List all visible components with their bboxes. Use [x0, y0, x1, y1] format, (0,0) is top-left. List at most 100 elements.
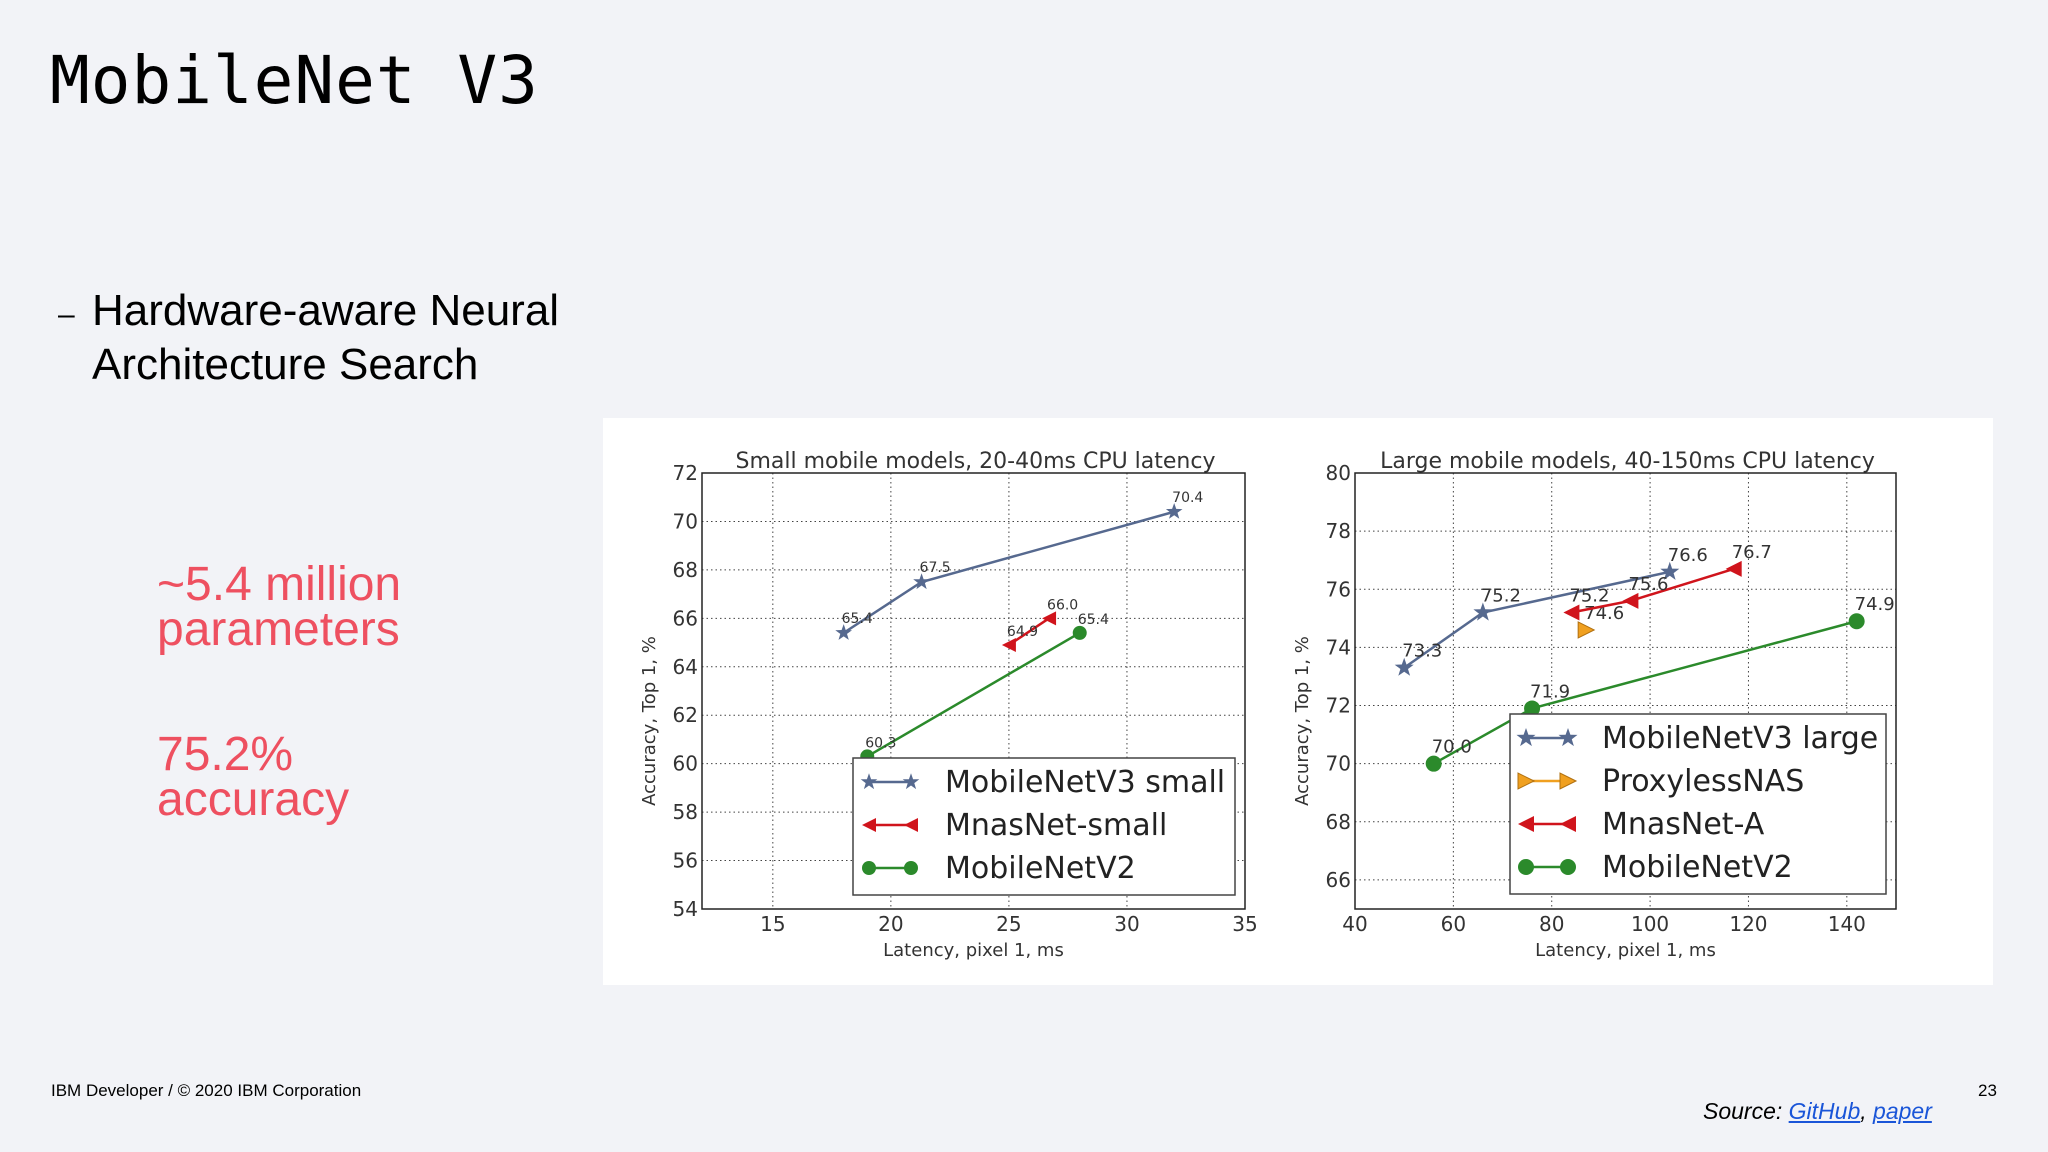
data-point: [1425, 755, 1442, 772]
y-tick-label: 70: [1326, 752, 1351, 776]
data-point: [1725, 560, 1742, 577]
source-prefix: Source:: [1703, 1098, 1789, 1124]
stat-accuracy: 75.2% accuracy: [157, 728, 349, 824]
y-tick-label: 68: [673, 558, 698, 582]
legend-marker: [904, 861, 918, 875]
legend-label: ProxylessNAS: [1602, 764, 1804, 799]
data-point: [1394, 657, 1414, 676]
x-tick-label: 35: [1232, 912, 1257, 936]
charts-svg: 15 20 25 30 35 54 56 58 60 62 64 66 68 70 72 Small mobi…: [639, 449, 1897, 961]
data-label: 76.7: [1732, 542, 1772, 563]
x-tick-label: 20: [878, 912, 903, 936]
chart-title: Small mobile models, 20-40ms CPU latency: [735, 449, 1215, 474]
x-tick-label: 25: [996, 912, 1021, 936]
data-label: 65.4: [1078, 612, 1109, 628]
legend-marker: [902, 773, 920, 790]
y-tick-label: 54: [673, 897, 698, 921]
legend-marker: [1560, 859, 1576, 875]
stat-parameters: ~5.4 million parameters: [157, 561, 401, 656]
legend-label: MnasNet-A: [1602, 807, 1765, 842]
y-tick-label: 74: [1326, 635, 1351, 659]
legend-marker: [1560, 816, 1576, 832]
legend-marker: [1516, 728, 1536, 747]
y-tick-label: 66: [1326, 868, 1351, 892]
legend-marker: [862, 861, 876, 875]
data-label: 71.9: [1530, 681, 1570, 702]
chart-figure: 15 20 25 30 35 54 56 58 60 62 64 66 68 70 72 Small mobi…: [603, 418, 1993, 985]
page-number: 23: [1978, 1081, 1997, 1100]
paper-link[interactable]: paper: [1873, 1098, 1932, 1124]
bullet-line-2: Architecture Search: [92, 340, 479, 389]
data-label: 74.9: [1855, 594, 1895, 615]
x-tick-label: 15: [760, 912, 785, 936]
data-point: [1848, 613, 1865, 630]
legend-marker: [1558, 728, 1578, 747]
data-label: 73.3: [1402, 641, 1442, 662]
legend-label: MobileNetV3 small: [945, 765, 1225, 800]
plot-frame: [701, 472, 1246, 910]
data-label: 75.2: [1481, 586, 1521, 607]
data-label: 75.6: [1628, 574, 1668, 595]
data-label: 70.0: [1432, 737, 1472, 758]
x-tick-label: 40: [1342, 912, 1367, 936]
legend-marker: [1559, 772, 1578, 790]
legend-label: MobileNetV2: [945, 851, 1136, 886]
legend-marker: [860, 773, 878, 790]
data-point: [1165, 503, 1183, 519]
data-label: 66.0: [1047, 597, 1078, 613]
legend-label: MobileNetV3 large: [1602, 721, 1878, 756]
data-point: [1042, 611, 1057, 626]
data-point: [1563, 604, 1580, 621]
chart-2: 40 60 80 100 120 140 66 68 70 72 74 76 78 80 Large mob…: [1292, 449, 1897, 961]
legend-marker: [1518, 816, 1534, 832]
data-point: [913, 573, 930, 590]
bullet-text: Hardware-aware Neural Architecture Searc…: [92, 284, 559, 392]
y-tick-label: 68: [1326, 810, 1351, 834]
data-point: [1524, 700, 1541, 717]
data-label: 64.9: [1007, 624, 1038, 640]
data-point: [1473, 602, 1493, 621]
y-tick-label: 60: [673, 752, 698, 776]
data-point: [1577, 621, 1596, 639]
y-tick-label: 72: [673, 461, 698, 485]
bullet-item: – Hardware-aware Neural Architecture Sea…: [58, 284, 559, 392]
bullet-dash: –: [58, 298, 75, 331]
y-tick-label: 78: [1326, 519, 1351, 543]
github-link[interactable]: GitHub: [1788, 1098, 1861, 1124]
footer-copyright: IBM Developer / © 2020 IBM Corporation: [51, 1081, 362, 1100]
y-tick-label: 62: [673, 703, 698, 727]
y-tick-label: 76: [1326, 577, 1351, 601]
plot-frame: [1354, 472, 1897, 910]
data-point: [1072, 625, 1087, 640]
data-label: 75.2: [1569, 586, 1609, 607]
data-point: [1622, 592, 1639, 609]
y-axis-label: Accuracy, Top 1, %: [1292, 636, 1313, 806]
legend-marker: [1517, 772, 1536, 790]
y-tick-label: 70: [673, 509, 698, 533]
data-point: [835, 624, 852, 640]
y-tick-label: 64: [673, 655, 698, 679]
stat-parameters-label: parameters: [157, 603, 400, 656]
x-tick-label: 30: [1114, 912, 1139, 936]
x-axis-label: Latency, pixel 1, ms: [1535, 940, 1716, 961]
stat-accuracy-value: 75.2%: [157, 728, 294, 781]
y-tick-label: 80: [1326, 461, 1351, 485]
legend-marker: [862, 818, 876, 832]
chart-1: 15 20 25 30 35 54 56 58 60 62 64 66 68 70 72 Small mobi…: [639, 449, 1258, 961]
data-label: 65.4: [842, 611, 873, 627]
data-point: [1660, 561, 1680, 580]
series-line: [866, 631, 1081, 758]
data-point: [1001, 637, 1016, 652]
slide-title: MobileNet V3: [50, 42, 539, 119]
data-label: 76.6: [1668, 545, 1708, 566]
data-label: 67.5: [920, 560, 951, 576]
chart-title: Large mobile models, 40-150ms CPU latenc…: [1380, 449, 1875, 474]
bullet-line-1: Hardware-aware Neural: [92, 286, 560, 335]
x-tick-label: 140: [1828, 912, 1866, 936]
x-tick-label: 60: [1441, 912, 1466, 936]
legend-marker: [1518, 859, 1534, 875]
y-tick-label: 58: [673, 800, 698, 824]
y-tick-label: 66: [673, 606, 698, 630]
y-axis-label: Accuracy, Top 1, %: [639, 636, 660, 806]
y-tick-label: 72: [1326, 694, 1351, 718]
